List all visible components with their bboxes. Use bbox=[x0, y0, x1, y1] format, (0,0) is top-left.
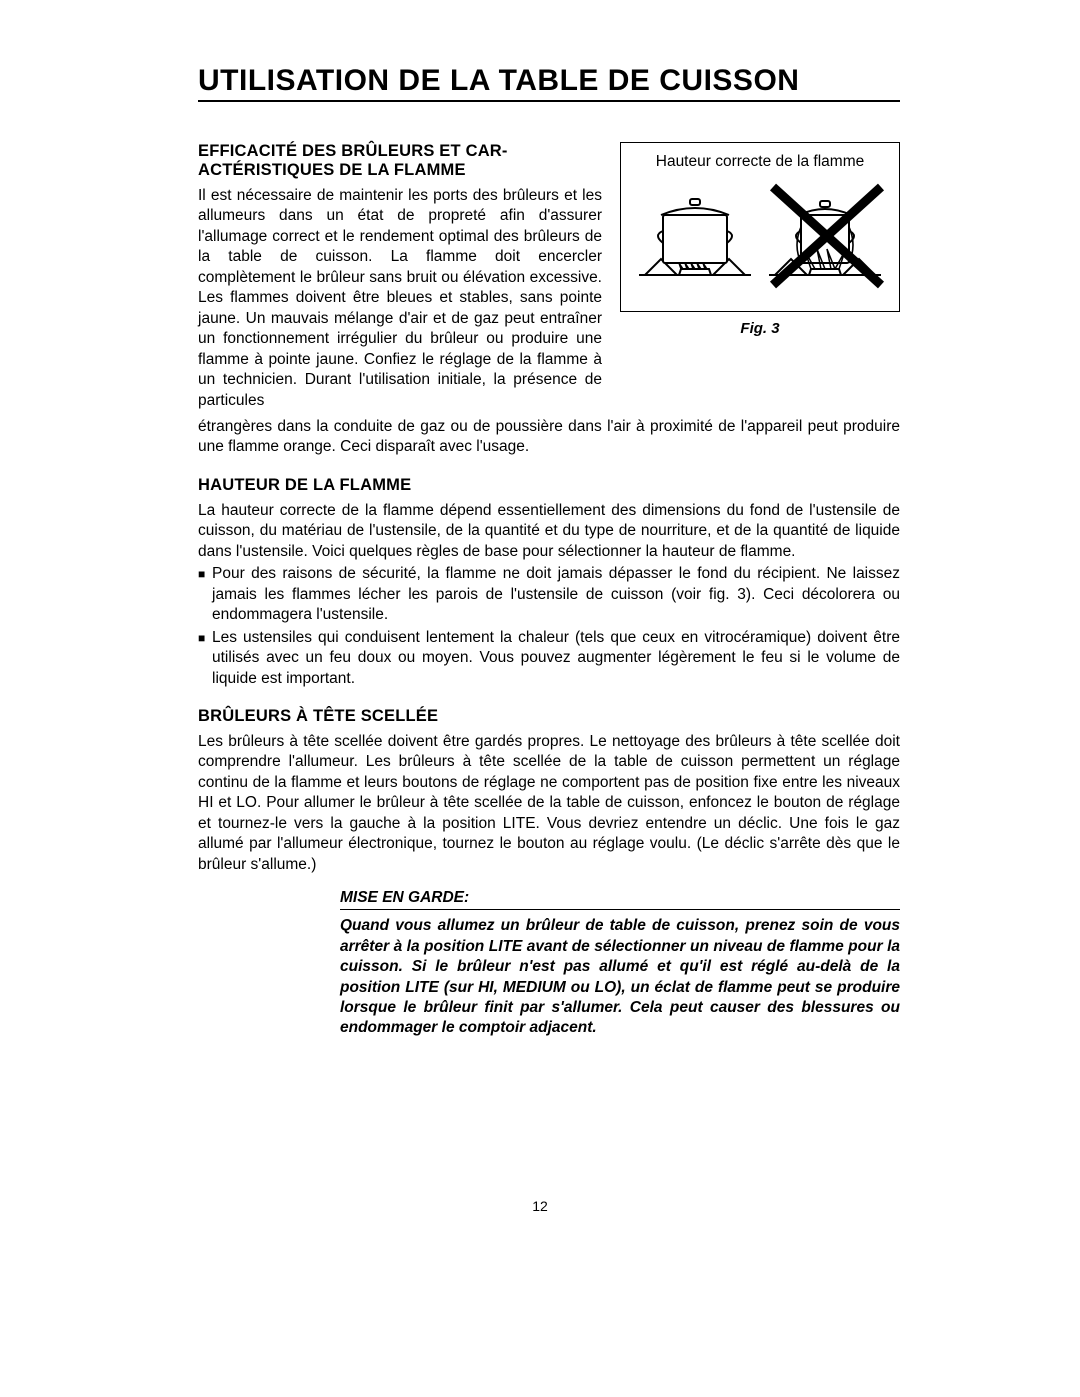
heading-bruleurs: BRÛLEURS À TÊTE SCELLÉE bbox=[198, 707, 900, 726]
list-item: ■ Les ustensiles qui conduisent lentemen… bbox=[198, 628, 900, 689]
section-hauteur: HAUTEUR DE LA FLAMME La hauteur correcte… bbox=[198, 476, 900, 689]
figure-column: Hauteur correcte de la flamme bbox=[620, 142, 900, 411]
two-column-row: EFFICACITÉ DES BRÛLEURS ET CAR- ACTÉRIST… bbox=[198, 142, 900, 411]
warning-title: MISE EN GARDE: bbox=[340, 889, 900, 910]
bullet-text: Les ustensiles qui conduisent lentement … bbox=[212, 628, 900, 689]
para-efficacite-continued: étrangères dans la conduite de gaz ou de… bbox=[198, 417, 900, 458]
heading-efficacite: EFFICACITÉ DES BRÛLEURS ET CAR- ACTÉRIST… bbox=[198, 142, 602, 180]
figure-box: Hauteur correcte de la flamme bbox=[620, 142, 900, 312]
para-bruleurs: Les brûleurs à tête scellée doivent être… bbox=[198, 732, 900, 875]
figure-caption: Hauteur correcte de la flamme bbox=[631, 153, 889, 171]
page-title: UTILISATION DE LA TABLE DE CUISSON bbox=[198, 64, 900, 102]
bullet-square-icon: ■ bbox=[198, 628, 212, 689]
warning-block: MISE EN GARDE: Quand vous allumez un brû… bbox=[340, 889, 900, 1039]
heading-hauteur: HAUTEUR DE LA FLAMME bbox=[198, 476, 900, 495]
section-efficacite: EFFICACITÉ DES BRÛLEURS ET CAR- ACTÉRIST… bbox=[198, 142, 602, 411]
bullet-square-icon: ■ bbox=[198, 564, 212, 625]
warning-body: Quand vous allumez un brûleur de table d… bbox=[340, 916, 900, 1039]
page-content: UTILISATION DE LA TABLE DE CUISSON EFFIC… bbox=[198, 64, 900, 1039]
figure-label: Fig. 3 bbox=[620, 320, 900, 337]
bullet-list: ■ Pour des raisons de sécurité, la flamm… bbox=[198, 564, 900, 689]
page-number: 12 bbox=[0, 1198, 1080, 1214]
bullet-text: Pour des raisons de sécurité, la flamme … bbox=[212, 564, 900, 625]
para-efficacite-left: Il est nécessaire de maintenir les ports… bbox=[198, 186, 602, 411]
section-bruleurs: BRÛLEURS À TÊTE SCELLÉE Les brûleurs à t… bbox=[198, 707, 900, 875]
flame-height-diagram-icon bbox=[633, 179, 887, 299]
list-item: ■ Pour des raisons de sécurité, la flamm… bbox=[198, 564, 900, 625]
para-hauteur-intro: La hauteur correcte de la flamme dépend … bbox=[198, 501, 900, 562]
